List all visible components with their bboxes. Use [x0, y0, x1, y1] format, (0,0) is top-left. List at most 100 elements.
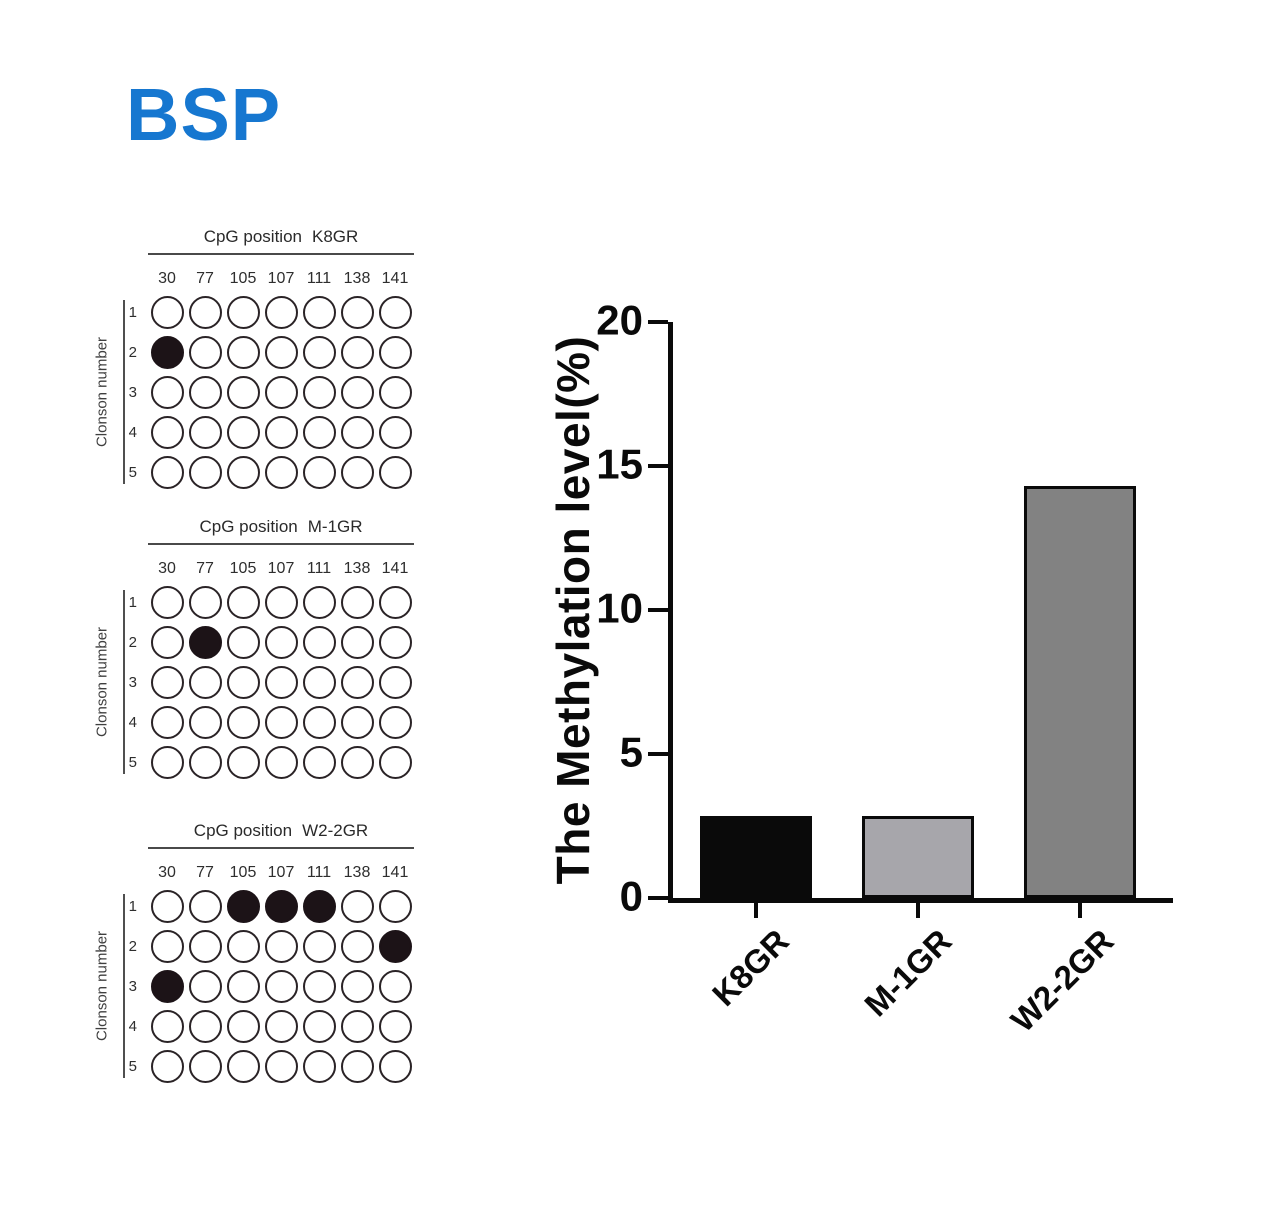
methylation-circle-open	[188, 415, 222, 449]
clone-rows: Clonson number 1 2 3 4 5	[88, 292, 420, 492]
methylation-circle-open	[188, 929, 222, 963]
cpg-cell	[300, 585, 338, 619]
cpg-cell	[262, 1049, 300, 1083]
cpg-cell	[148, 375, 186, 409]
methylation-circle-open	[302, 1049, 336, 1083]
methylation-circle-filled	[150, 335, 184, 369]
methylation-circle-open	[226, 705, 260, 739]
cpg-cell	[148, 455, 186, 489]
cpg-cell	[224, 455, 262, 489]
methylation-circle-open	[378, 625, 412, 659]
methylation-circle-open	[264, 455, 298, 489]
methylation-circle-open	[340, 929, 374, 963]
panel-title-underline	[148, 253, 414, 255]
methylation-circle-open	[226, 335, 260, 369]
cpg-position-label: 30	[158, 560, 176, 577]
cpg-cell	[224, 415, 262, 449]
y-tick	[648, 896, 668, 900]
cpg-cell	[224, 745, 262, 779]
y-tick-label: 5	[619, 728, 643, 776]
cpg-cell	[186, 455, 224, 489]
methylation-circle-open	[264, 745, 298, 779]
methylation-circle-open	[150, 295, 184, 329]
methylation-circle-open	[150, 1049, 184, 1083]
clone-row-number: 4	[128, 1017, 137, 1035]
cpg-cell	[148, 1009, 186, 1043]
methylation-circle-open	[264, 415, 298, 449]
clone-row-number: 2	[128, 937, 137, 955]
methylation-circle-open	[340, 969, 374, 1003]
methylation-circle-open	[264, 375, 298, 409]
cpg-cell	[148, 415, 186, 449]
methylation-circle-open	[226, 929, 260, 963]
cpg-cell	[148, 295, 186, 329]
clone-row: 2	[88, 332, 420, 372]
methylation-circle-open	[188, 585, 222, 619]
y-tick	[648, 752, 668, 756]
cpg-panel-k8gr: CpG position K8GR 30 77 105 107 111 138 141 Clons…	[88, 226, 420, 492]
methylation-circle-open	[264, 585, 298, 619]
cpg-cell	[262, 455, 300, 489]
cpg-cell	[186, 625, 224, 659]
methylation-circle-open	[150, 415, 184, 449]
cpg-cell	[262, 969, 300, 1003]
cpg-cell	[186, 705, 224, 739]
cpg-position-label: 111	[306, 864, 332, 881]
cpg-panel-m-1gr: CpG position M-1GR 30 77 105 107 111 138 141 Clon…	[88, 516, 420, 782]
methylation-circle-open	[340, 705, 374, 739]
methylation-circle-open	[226, 1049, 260, 1083]
cpg-cell	[148, 1049, 186, 1083]
methylation-circle-open	[150, 705, 184, 739]
clone-row-number: 4	[128, 713, 137, 731]
cpg-cell	[224, 295, 262, 329]
cpg-cell	[186, 1049, 224, 1083]
cpg-position-label: 105	[229, 864, 257, 881]
cpg-cell	[338, 1009, 376, 1043]
cpg-cell	[148, 585, 186, 619]
methylation-circle-open	[378, 745, 412, 779]
methylation-circle-open	[226, 455, 260, 489]
cpg-cell	[186, 745, 224, 779]
cpg-cell	[262, 625, 300, 659]
cpg-cell	[376, 745, 414, 779]
methylation-circle-open	[378, 1009, 412, 1043]
y-tick-label: 15	[596, 440, 643, 488]
methylation-circle-open	[340, 415, 374, 449]
methylation-circle-open	[302, 415, 336, 449]
methylation-circle-open	[226, 585, 260, 619]
methylation-circle-open	[340, 455, 374, 489]
cpg-cell	[300, 665, 338, 699]
clone-axis-label: Clonson number	[93, 336, 111, 448]
methylation-circle-open	[378, 1049, 412, 1083]
clone-row: 3	[88, 662, 420, 702]
y-axis-label: The Methylation level(%)	[547, 335, 599, 885]
cpg-position-label: 77	[196, 560, 214, 577]
clone-row: 5	[88, 452, 420, 492]
clone-row-number: 1	[128, 593, 137, 611]
x-tick-label-w2-2gr: W2-2GR	[1003, 922, 1121, 1039]
cpg-position-header: 30 77 105 107 111 138 141	[148, 559, 420, 579]
cpg-cell	[224, 625, 262, 659]
cpg-cell	[300, 705, 338, 739]
methylation-circle-open	[378, 585, 412, 619]
y-tick-label: 10	[596, 584, 643, 632]
cpg-position-label: 107	[267, 560, 295, 577]
clone-row: 1	[88, 292, 420, 332]
methylation-circle-open	[302, 295, 336, 329]
clone-axis-line	[123, 590, 125, 774]
cpg-position-label: 105	[229, 270, 257, 287]
methylation-circle-open	[226, 415, 260, 449]
cpg-position-label: 138	[343, 864, 371, 881]
cpg-cell	[376, 665, 414, 699]
clone-row-number: 2	[128, 343, 137, 361]
cpg-cell	[262, 415, 300, 449]
cpg-cell	[300, 1009, 338, 1043]
methylation-circle-open	[302, 335, 336, 369]
cpg-cell	[224, 375, 262, 409]
x-tick	[916, 903, 920, 918]
methylation-circle-filled	[378, 929, 412, 963]
cpg-cell	[224, 1049, 262, 1083]
cpg-cell	[186, 889, 224, 923]
cpg-cell	[224, 705, 262, 739]
cpg-cell	[224, 929, 262, 963]
